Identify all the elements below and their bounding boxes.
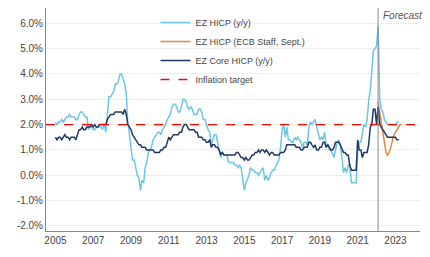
svg-text:6.0%: 6.0% bbox=[20, 18, 43, 29]
svg-text:Inflation target: Inflation target bbox=[196, 75, 254, 85]
svg-text:2009: 2009 bbox=[120, 235, 143, 246]
svg-text:2015: 2015 bbox=[233, 235, 256, 246]
svg-text:2013: 2013 bbox=[195, 235, 218, 246]
svg-text:EZ Core HICP (y/y): EZ Core HICP (y/y) bbox=[196, 56, 273, 66]
svg-text:2007: 2007 bbox=[82, 235, 105, 246]
svg-text:2017: 2017 bbox=[271, 235, 294, 246]
svg-text:2021: 2021 bbox=[347, 235, 370, 246]
svg-text:2.0%: 2.0% bbox=[20, 119, 43, 130]
svg-text:2019: 2019 bbox=[309, 235, 332, 246]
svg-text:EZ HICP (y/y): EZ HICP (y/y) bbox=[196, 18, 251, 28]
svg-text:1.0%: 1.0% bbox=[20, 144, 43, 155]
svg-text:-2.0%: -2.0% bbox=[17, 220, 43, 231]
svg-text:-1.0%: -1.0% bbox=[17, 195, 43, 206]
svg-text:4.0%: 4.0% bbox=[20, 68, 43, 79]
svg-text:Forecast: Forecast bbox=[383, 10, 423, 21]
svg-text:2005: 2005 bbox=[44, 235, 67, 246]
svg-text:5.0%: 5.0% bbox=[20, 43, 43, 54]
svg-text:EZ HICP (ECB Staff, Sept.): EZ HICP (ECB Staff, Sept.) bbox=[196, 37, 305, 47]
svg-text:0.0%: 0.0% bbox=[20, 170, 43, 181]
svg-text:2023: 2023 bbox=[384, 235, 407, 246]
svg-text:2011: 2011 bbox=[158, 235, 180, 246]
svg-text:3.0%: 3.0% bbox=[20, 94, 43, 105]
